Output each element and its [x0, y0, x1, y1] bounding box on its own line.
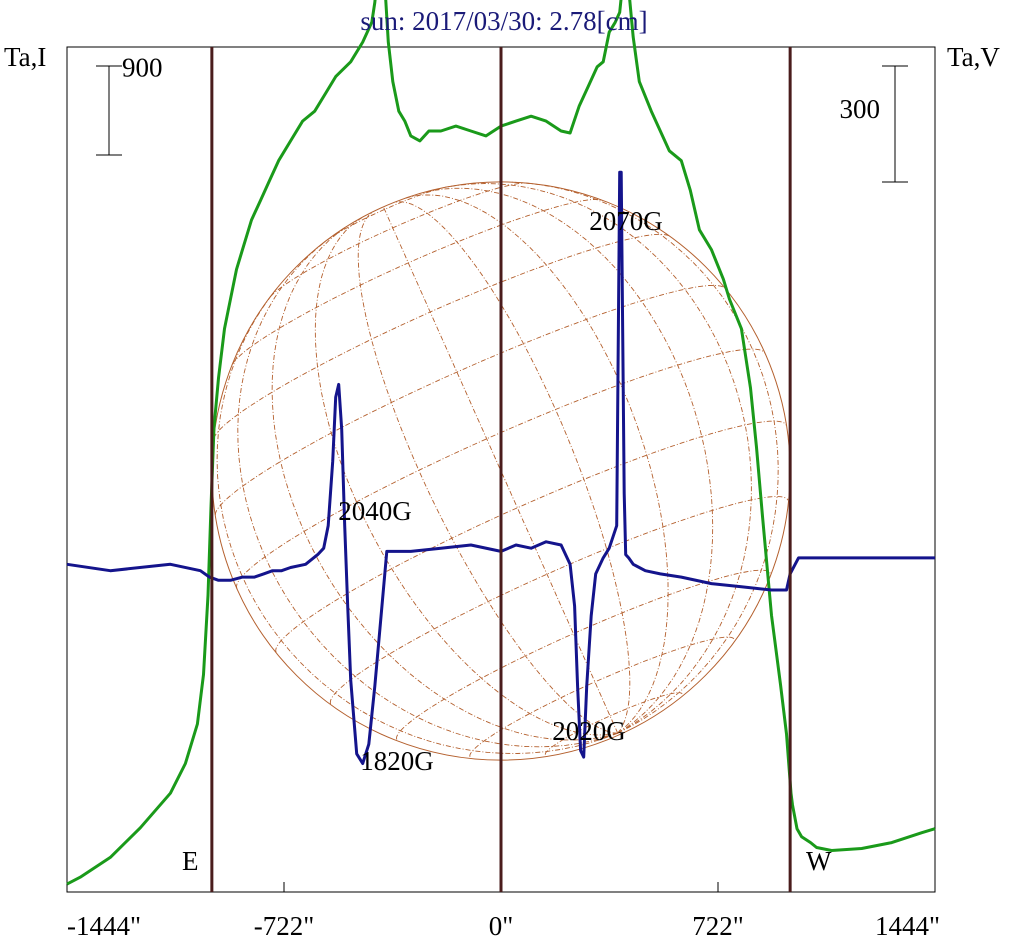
scale-bar-left-label: 900 [122, 53, 163, 83]
longitude-line [445, 183, 752, 734]
latitude-line [396, 569, 771, 740]
latitude-line [544, 692, 683, 755]
annotation-2070g: 2070G [589, 206, 663, 236]
x-tick-label: 722" [692, 911, 744, 941]
longitude-line [237, 239, 618, 748]
y-right-axis-label: Ta,V [947, 42, 1000, 72]
latitude-line [469, 636, 735, 757]
latitude-line [214, 284, 726, 516]
y-left-axis-label: Ta,I [4, 42, 46, 72]
longitude-line [357, 211, 618, 734]
text-layer: -1444" -722" 0" 722" 1444" sun: 2017/03/30: 2… [4, 6, 1000, 941]
annotation-2020g: 2020G [552, 716, 626, 746]
limb-label-west: W [806, 846, 832, 876]
scale-bar-left: 900 [96, 53, 163, 156]
x-tick-label: 1444" [875, 911, 940, 941]
limb-label-east: E [182, 846, 199, 876]
x-tick-label: -1444" [67, 911, 141, 941]
series-line-ta-v [66, 170, 935, 765]
longitude-line [394, 201, 631, 734]
longitude-line [511, 181, 779, 734]
longitude-line [423, 187, 714, 734]
latitude-line [275, 420, 787, 653]
longitude-line [271, 226, 618, 741]
longitude-line [383, 206, 619, 734]
annotation-2040g: 2040G [338, 496, 412, 526]
longitude-line [216, 284, 618, 754]
solar-disk-grid [211, 181, 791, 761]
series-line-ta-i [66, 0, 936, 886]
latitude-line [329, 496, 789, 704]
chart-title: sun: 2017/03/30: 2.78[cm] [360, 6, 647, 36]
vertical-markers [210, 47, 792, 892]
longitude-line [404, 194, 669, 734]
scale-bar-right-label: 300 [840, 94, 881, 124]
x-tick-label: 0" [489, 911, 514, 941]
x-tick-label: -722" [254, 911, 315, 941]
scale-bar-right: 300 [840, 65, 908, 183]
series-layer [66, 0, 936, 886]
longitude-line [314, 216, 618, 736]
annotation-1820g: 1820G [360, 746, 434, 776]
